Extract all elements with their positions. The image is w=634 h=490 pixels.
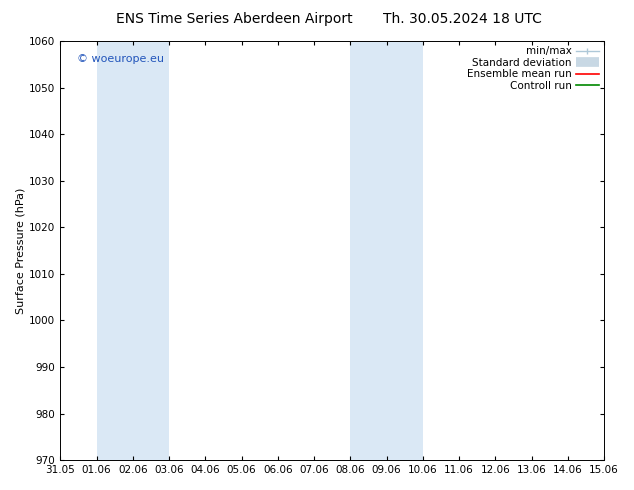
Text: © woeurope.eu: © woeurope.eu xyxy=(77,53,164,64)
Text: ENS Time Series Aberdeen Airport: ENS Time Series Aberdeen Airport xyxy=(116,12,353,26)
Bar xyxy=(96,41,169,460)
Legend: min/max, Standard deviation, Ensemble mean run, Controll run: min/max, Standard deviation, Ensemble me… xyxy=(465,44,601,93)
Bar xyxy=(351,41,423,460)
Bar xyxy=(604,41,634,460)
Y-axis label: Surface Pressure (hPa): Surface Pressure (hPa) xyxy=(15,187,25,314)
Text: Th. 30.05.2024 18 UTC: Th. 30.05.2024 18 UTC xyxy=(384,12,542,26)
